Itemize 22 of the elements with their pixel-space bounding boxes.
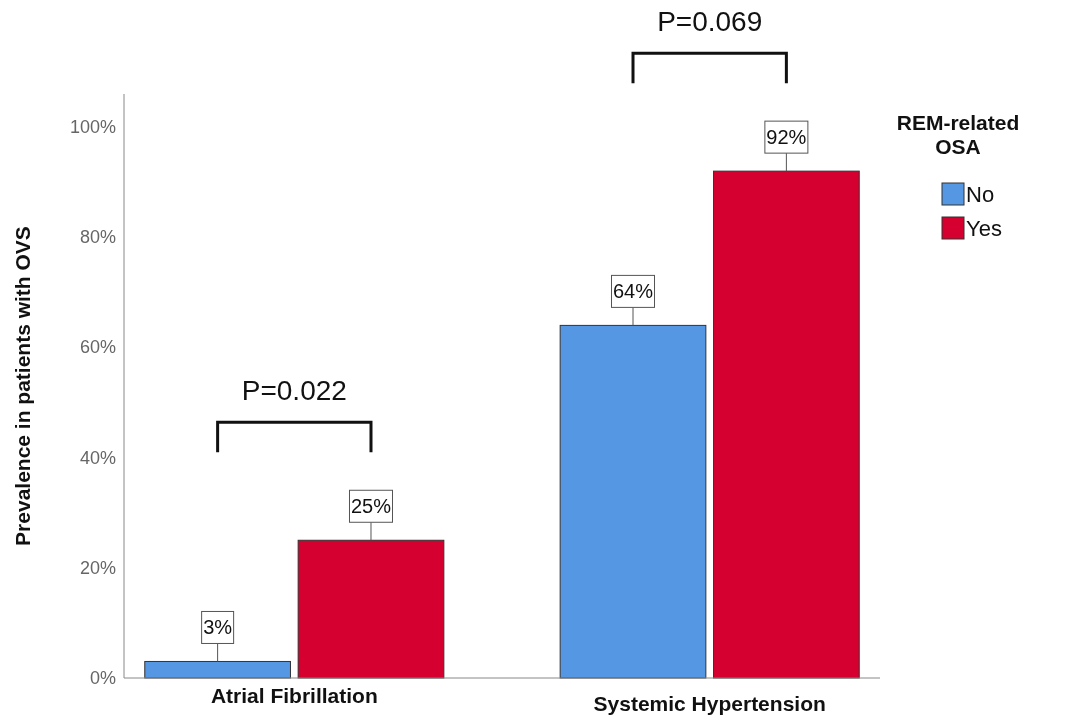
data-label: 92% [766, 126, 807, 149]
legend-label: Yes [966, 216, 1002, 241]
x-tick-label: Systemic Hypertension [593, 692, 826, 715]
y-tick-label: 20% [79, 557, 116, 578]
x-tick-label: Atrial Fibrillation [210, 684, 378, 707]
legend-label: No [966, 182, 995, 207]
y-axis-title: Prevalence in patients with OVS [11, 226, 34, 546]
bar [297, 539, 445, 679]
y-tick-label: 40% [79, 447, 116, 468]
annotation: P=0.022 [241, 375, 347, 407]
y-tick-label: 80% [79, 227, 116, 248]
y-tick-label: 100% [69, 117, 116, 138]
data-label: 3% [203, 616, 233, 639]
text: P=0.069 [657, 6, 763, 38]
y-tick-label: 0% [89, 668, 116, 688]
y-tick-label: 60% [79, 337, 116, 358]
data-label: 64% [612, 280, 654, 303]
bar [713, 170, 860, 679]
bar [144, 660, 291, 679]
bar [559, 324, 707, 679]
legend-title: REM-related OSA [896, 111, 1020, 158]
data-label: 25% [350, 495, 392, 518]
